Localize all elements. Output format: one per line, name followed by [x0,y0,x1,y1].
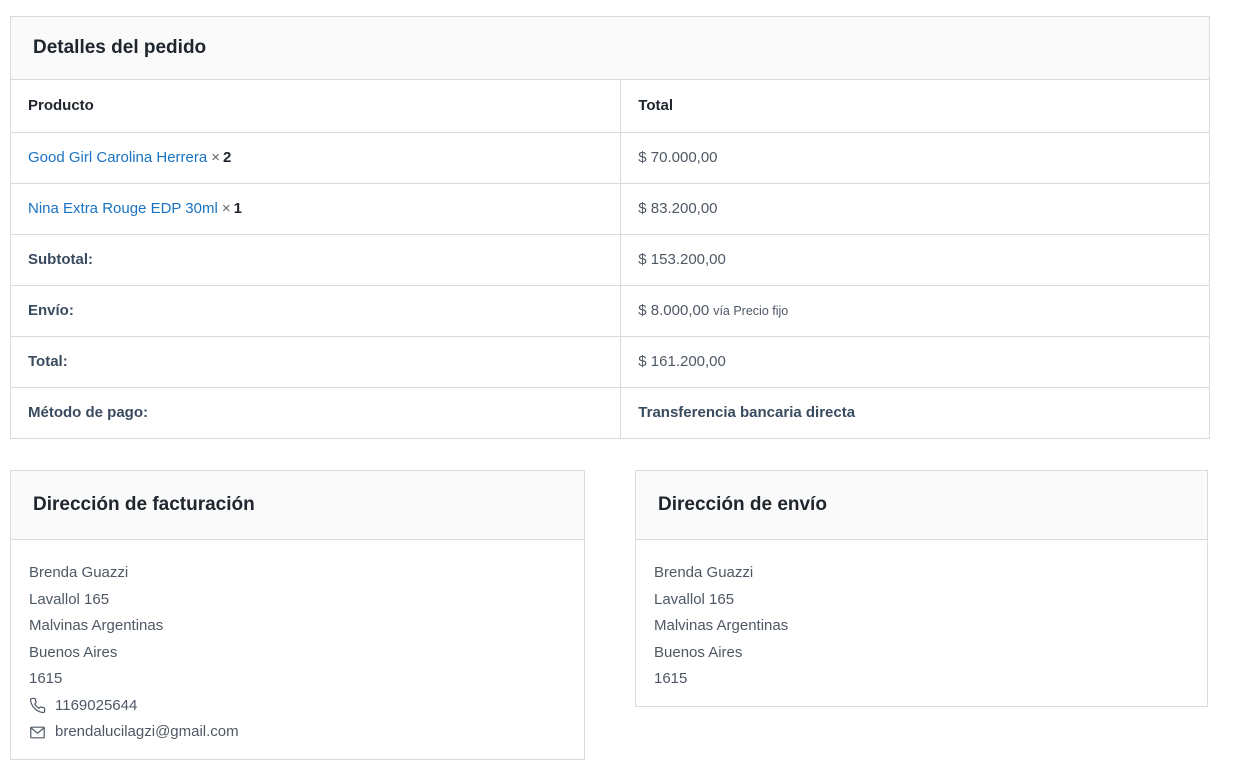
shipping-address-header: Dirección de envío [635,470,1208,540]
envelope-icon [29,724,46,741]
shipping-state: Buenos Aires [654,643,743,661]
shipping-address-card: Dirección de envío Brenda Guazzi Lavallo… [635,470,1208,707]
order-item-total-cell: $ 83.200,00 [620,183,1210,235]
quantity-value: 1 [233,200,242,217]
billing-postcode: 1615 [29,670,63,687]
quantity-value: 2 [223,149,232,166]
order-details-title: Detalles del pedido [33,36,207,58]
total-value: $ 161.200,00 [638,353,726,370]
shipping-street: Lavallol 165 [654,590,735,608]
order-item-total: $ 83.200,00 [638,200,718,217]
billing-email-row: brendalucilagzi@gmail.com [29,719,566,746]
order-details-header: Detalles del pedido [10,16,1210,80]
order-item-total-cell: $ 70.000,00 [620,132,1210,184]
billing-address-card: Dirección de facturación Brenda Guazzi L… [10,470,585,760]
billing-phone: 1169025644 [55,696,138,714]
order-item-name-cell: Nina Extra Rouge EDP 30ml × 1 [9,183,622,235]
billing-phone-row: 1169025644 [29,693,566,720]
subtotal-value-cell: $ 153.200,00 [620,234,1210,286]
billing-state: Buenos Aires [29,643,118,661]
order-table-header-row: Producto Total [9,79,1210,133]
order-item-total: $ 70.000,00 [638,149,718,166]
payment-method-row: Método de pago: Transferencia bancaria d… [9,387,1210,439]
shipping-address-body: Brenda Guazzi Lavallol 165 Malvinas Arge… [636,539,1207,706]
column-header-total: Total [620,79,1210,133]
shipping-city: Malvinas Argentinas [654,617,789,634]
subtotal-row: Subtotal: $ 153.200,00 [9,234,1210,286]
total-label: Total: [9,336,622,388]
product-link[interactable]: Nina Extra Rouge EDP 30ml [28,200,218,217]
subtotal-value: $ 153.200,00 [638,251,726,268]
payment-method-label: Método de pago: [9,387,622,439]
billing-name: Brenda Guazzi [29,564,129,581]
shipping-value-cell: $ 8.000,00 vía Precio fijo [620,285,1210,337]
total-row: Total: $ 161.200,00 [9,336,1210,388]
shipping-method-note: vía Precio fijo [713,304,789,318]
billing-city: Malvinas Argentinas [29,617,164,634]
billing-address-body: Brenda Guazzi Lavallol 165 Malvinas Arge… [11,539,584,759]
shipping-label: Envío: [9,285,622,337]
billing-street: Lavallol 165 [29,590,110,608]
billing-address-header: Dirección de facturación [10,470,585,540]
payment-method-value: Transferencia bancaria directa [638,404,856,421]
billing-email: brendalucilagzi@gmail.com [55,723,239,740]
total-value-cell: $ 161.200,00 [620,336,1210,388]
product-link[interactable]: Good Girl Carolina Herrera [28,149,208,166]
shipping-address-title: Dirección de envío [658,493,827,515]
shipping-name: Brenda Guazzi [654,564,754,581]
order-details-section: Detalles del pedido Producto Total Good … [9,16,1210,439]
order-item-row: Good Girl Carolina Herrera × 2 $ 70.000,00 [9,132,1210,184]
order-item-name-cell: Good Girl Carolina Herrera × 2 [9,132,622,184]
subtotal-label: Subtotal: [9,234,622,286]
phone-icon [29,697,46,714]
column-header-product: Producto [9,79,622,133]
billing-address-title: Dirección de facturación [33,493,255,515]
addresses-section: Dirección de facturación Brenda Guazzi L… [10,470,1210,760]
shipping-value: $ 8.000,00 [638,302,710,319]
quantity-times-symbol: × [211,149,220,166]
payment-method-value-cell: Transferencia bancaria directa [620,387,1210,439]
order-table: Producto Total Good Girl Carolina Herrer… [9,79,1210,439]
order-item-row: Nina Extra Rouge EDP 30ml × 1 $ 83.200,00 [9,183,1210,235]
quantity-times-symbol: × [221,200,231,217]
shipping-postcode: 1615 [654,670,688,687]
shipping-row: Envío: $ 8.000,00 vía Precio fijo [9,285,1210,337]
